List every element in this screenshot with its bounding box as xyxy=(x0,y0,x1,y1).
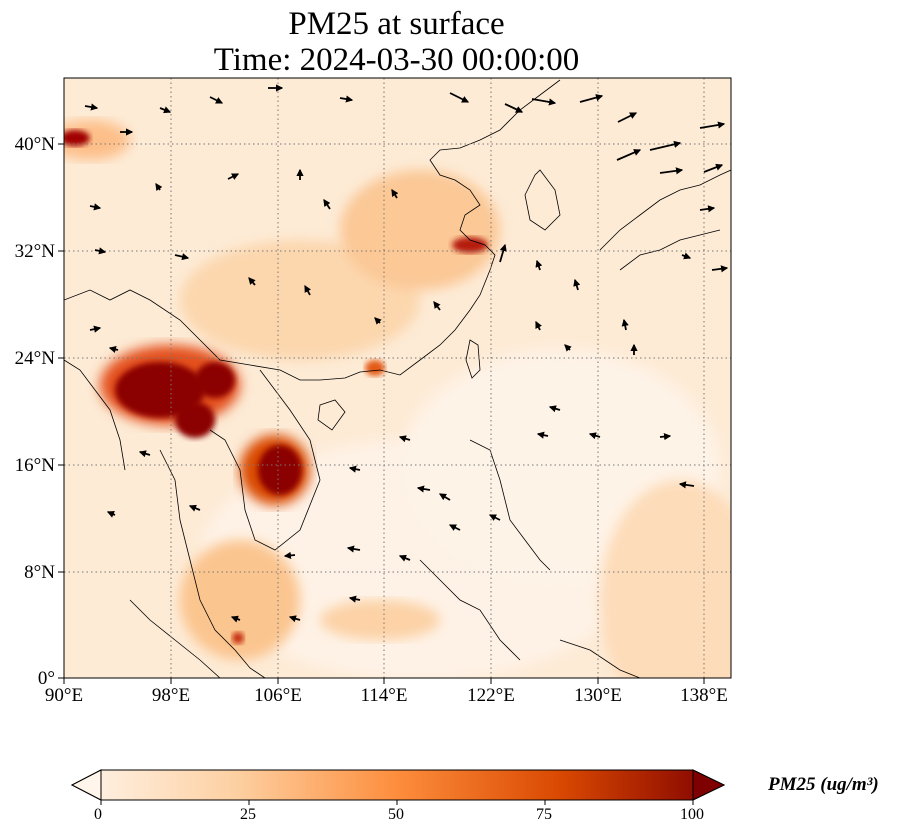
coastlines xyxy=(64,79,731,678)
lon-tick-106: 106°E xyxy=(254,685,302,706)
lon-tick-138: 138°E xyxy=(680,685,728,706)
pm25-field xyxy=(64,78,731,678)
colorbar-tick-0: 0 xyxy=(94,806,102,823)
lon-tick-122: 122°E xyxy=(467,685,515,706)
lon-tick-98: 98°E xyxy=(152,685,190,706)
map-subtitle: Time: 2024-03-30 00:00:00 xyxy=(213,42,580,78)
lat-tick-16: 16°N xyxy=(15,455,56,476)
map-frame xyxy=(63,77,732,679)
gridlines xyxy=(64,78,731,678)
wind-vectors xyxy=(84,84,729,623)
lat-tick-24: 24°N xyxy=(15,348,56,369)
lat-tick-32: 32°N xyxy=(15,241,56,262)
colorbar-label: PM25 (ug/m³) xyxy=(768,774,879,795)
colorbar-tick-100: 100 xyxy=(680,806,704,823)
colorbar-tick-50: 50 xyxy=(388,806,404,823)
lon-tick-130: 130°E xyxy=(574,685,622,706)
colorbar xyxy=(70,769,726,805)
colorbar-tick-75: 75 xyxy=(536,806,552,823)
lon-tick-114: 114°E xyxy=(361,685,408,706)
lat-tick-40: 40°N xyxy=(15,134,56,155)
colorbar-tick-25: 25 xyxy=(240,806,256,823)
lat-tick-0: 0° xyxy=(38,668,55,689)
lat-tick-8: 8°N xyxy=(24,562,55,583)
map-title: PM25 at surface xyxy=(288,6,505,42)
lon-tick-90: 90°E xyxy=(45,685,83,706)
